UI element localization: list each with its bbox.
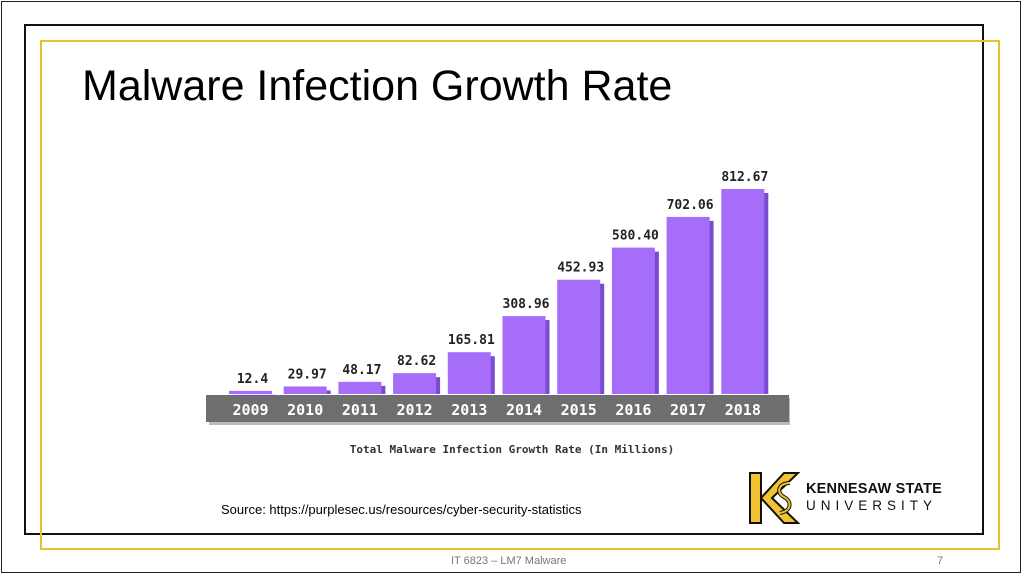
bar bbox=[393, 373, 437, 394]
bar bbox=[283, 386, 327, 394]
x-tick-label: 2018 bbox=[725, 401, 761, 419]
black-frame bbox=[24, 24, 984, 535]
page-number: 7 bbox=[937, 555, 944, 567]
x-tick-label: 2017 bbox=[670, 401, 706, 419]
axis-band bbox=[206, 395, 789, 422]
data-label: 452.93 bbox=[557, 261, 604, 276]
footer-text: IT 6823 – LM7 Malware bbox=[451, 555, 567, 567]
data-label: 82.62 bbox=[397, 354, 436, 369]
university-logo: KENNESAW STATE UNIVERSITY bbox=[748, 469, 963, 527]
x-tick-label: 2016 bbox=[615, 401, 651, 419]
gold-frame bbox=[40, 40, 1000, 550]
bar bbox=[666, 216, 710, 394]
bar bbox=[502, 316, 546, 394]
bar bbox=[557, 279, 601, 394]
bar bbox=[721, 189, 765, 394]
x-axis-label: Total Malware Infection Growth Rate (In … bbox=[350, 443, 675, 456]
bar bbox=[229, 390, 272, 394]
x-tick-label: 2011 bbox=[342, 401, 378, 419]
x-tick-label: 2015 bbox=[561, 401, 597, 419]
data-label: 702.06 bbox=[667, 198, 714, 213]
data-label: 165.81 bbox=[448, 333, 495, 348]
logo-line1: KENNESAW STATE bbox=[806, 481, 942, 497]
data-label: 580.40 bbox=[612, 229, 659, 244]
x-tick-label: 2014 bbox=[506, 401, 542, 419]
ksu-logo-icon bbox=[749, 472, 801, 524]
slide-title: Malware Infection Growth Rate bbox=[82, 62, 673, 110]
bar bbox=[611, 247, 655, 394]
logo-line2: UNIVERSITY bbox=[806, 498, 938, 513]
x-tick-label: 2012 bbox=[397, 401, 433, 419]
data-label: 48.17 bbox=[342, 363, 381, 378]
bar bbox=[338, 381, 382, 394]
data-label: 12.4 bbox=[237, 372, 268, 387]
data-label: 308.96 bbox=[503, 297, 550, 312]
data-label: 29.97 bbox=[288, 367, 327, 382]
x-tick-label: 2013 bbox=[451, 401, 487, 419]
x-tick-label: 2010 bbox=[287, 401, 323, 419]
bar-shadow bbox=[233, 394, 276, 396]
bar bbox=[447, 352, 491, 394]
x-tick-label: 2009 bbox=[232, 401, 268, 419]
source-citation: Source: https://purplesec.us/resources/c… bbox=[221, 502, 582, 517]
data-label: 812.67 bbox=[721, 170, 768, 185]
